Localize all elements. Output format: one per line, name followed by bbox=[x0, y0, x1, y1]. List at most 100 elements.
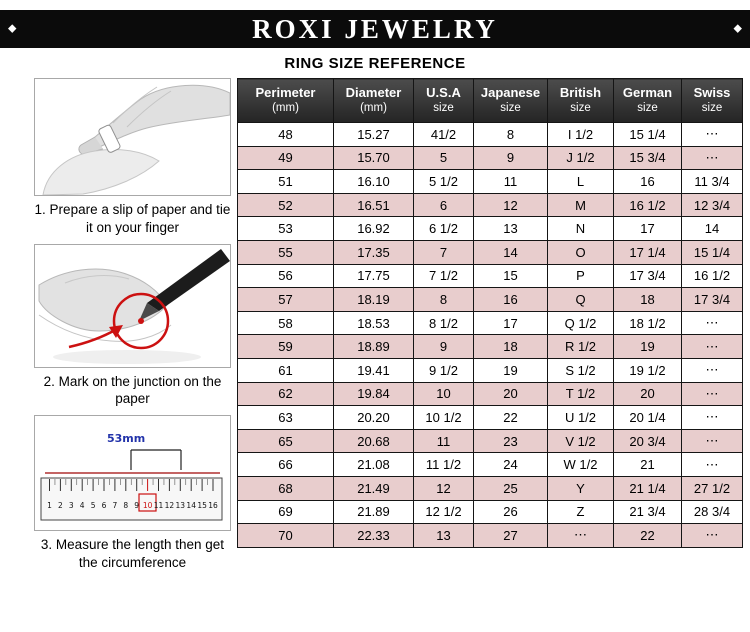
table-cell: 15 1/4 bbox=[613, 122, 682, 147]
table-cell: 17 bbox=[613, 216, 682, 241]
ruler-53mm-label: 53mm bbox=[107, 432, 145, 445]
table-row: 63 20.20 10 1/2 22 U 1/2 20 1/4 ⋯ bbox=[237, 405, 743, 430]
table-row: 57 18.19 8 16 Q 18 17 3/4 bbox=[237, 287, 743, 312]
table-cell: 19 1/2 bbox=[613, 357, 682, 383]
table-row: 70 22.33 13 27 ⋯ 22 ⋯ bbox=[237, 523, 743, 548]
table-cell: 11 bbox=[413, 428, 474, 454]
table-cell: 8 bbox=[473, 122, 548, 147]
step-1-caption: 1. Prepare a slip of paper and tie it on… bbox=[34, 202, 231, 235]
table-cell: Z bbox=[547, 499, 614, 525]
svg-text:13: 13 bbox=[176, 501, 186, 510]
step-3-illustration: 53mm 1 2 3 4 5 6 7 8 9 10 11 12 13 14 15 16 bbox=[34, 415, 231, 532]
table-cell: 51 bbox=[237, 169, 334, 194]
table-cell: 28 3/4 bbox=[681, 499, 743, 525]
table-cell: Q 1/2 bbox=[547, 310, 614, 336]
table-cell: 61 bbox=[237, 357, 334, 383]
table-cell: W 1/2 bbox=[547, 452, 614, 477]
ring-size-table: Perimeter (mm) Diameter (mm) U.S.A size Japane… bbox=[237, 78, 743, 548]
pen bbox=[147, 248, 230, 311]
table-cell: 16 1/2 bbox=[613, 192, 682, 218]
table-cell: 21 1/4 bbox=[613, 475, 682, 501]
table-cell: 10 bbox=[413, 381, 474, 407]
table-cell: 16 bbox=[613, 169, 682, 194]
table-row: 48 15.27 41/2 8 I 1/2 15 1/4 ⋯ bbox=[237, 122, 743, 147]
table-cell: 25 bbox=[473, 475, 548, 501]
table-cell: 27 1/2 bbox=[681, 475, 743, 501]
table-cell: 15.70 bbox=[333, 145, 414, 171]
table-cell: ⋯ bbox=[681, 334, 743, 359]
table-cell: 22 bbox=[613, 523, 682, 548]
table-cell: ⋯ bbox=[681, 357, 743, 383]
table-cell: 65 bbox=[237, 428, 334, 454]
table-cell: T 1/2 bbox=[547, 381, 614, 407]
table-cell: 13 bbox=[473, 216, 548, 241]
table-cell: 19.41 bbox=[333, 357, 414, 383]
table-cell: 18 bbox=[613, 287, 682, 312]
column-header: Perimeter (mm) bbox=[237, 78, 334, 123]
table-cell: ⋯ bbox=[681, 381, 743, 407]
ruler-illustration: 53mm 1 2 3 4 5 6 7 8 9 10 11 12 13 14 15 16 bbox=[35, 416, 230, 531]
table-cell: ⋯ bbox=[681, 310, 743, 336]
step-2-caption: 2. Mark on the junction on the paper bbox=[43, 373, 222, 407]
table-row: 65 20.68 11 23 V 1/2 20 3/4 ⋯ bbox=[237, 428, 743, 454]
table-cell: 9 bbox=[413, 334, 474, 359]
diamond-icon: ◆ bbox=[8, 22, 17, 35]
svg-text:15: 15 bbox=[197, 501, 207, 510]
table-cell: 5 bbox=[413, 145, 474, 171]
table-cell: 55 bbox=[237, 239, 334, 265]
table-cell: O bbox=[547, 239, 614, 265]
table-cell: 9 1/2 bbox=[413, 357, 474, 383]
table-cell: U 1/2 bbox=[547, 405, 614, 430]
table-cell: 9 bbox=[473, 145, 548, 171]
table-cell: 21.08 bbox=[333, 452, 414, 477]
table-cell: ⋯ bbox=[681, 405, 743, 430]
table-cell: ⋯ bbox=[681, 122, 743, 147]
table-row: 59 18.89 9 18 R 1/2 19 ⋯ bbox=[237, 334, 743, 359]
table-cell: 19.84 bbox=[333, 381, 414, 407]
table-cell: 14 bbox=[681, 216, 743, 241]
hands-tying-paper-illustration bbox=[35, 79, 230, 195]
table-header-row: Perimeter (mm) Diameter (mm) U.S.A size Japane… bbox=[237, 78, 743, 123]
table-cell: S 1/2 bbox=[547, 357, 614, 383]
table-cell: M bbox=[547, 192, 614, 218]
table-cell: 15 1/4 bbox=[681, 239, 743, 265]
content: 1. Prepare a slip of paper and tie it on… bbox=[0, 78, 750, 579]
table-row: 51 16.10 5 1/2 11 L 16 11 3/4 bbox=[237, 169, 743, 194]
table-row: 61 19.41 9 1/2 19 S 1/2 19 1/2 ⋯ bbox=[237, 357, 743, 383]
table-cell: 5 1/2 bbox=[413, 169, 474, 194]
table-cell: 62 bbox=[237, 381, 334, 407]
table-cell: 19 bbox=[473, 357, 548, 383]
table-cell: L bbox=[547, 169, 614, 194]
table-cell: 24 bbox=[473, 452, 548, 477]
svg-text:1: 1 bbox=[47, 501, 52, 510]
table-cell: 17.75 bbox=[333, 263, 414, 289]
table-cell: 59 bbox=[237, 334, 334, 359]
table-cell: 58 bbox=[237, 310, 334, 336]
table-cell: 20.68 bbox=[333, 428, 414, 454]
table-cell: Y bbox=[547, 475, 614, 501]
step-2: 2. Mark on the junction on the paper bbox=[34, 243, 231, 409]
table-row: 62 19.84 10 20 T 1/2 20 ⋯ bbox=[237, 381, 743, 407]
svg-text:2: 2 bbox=[58, 501, 63, 510]
table-cell: 21.49 bbox=[333, 475, 414, 501]
table-cell: 11 1/2 bbox=[413, 452, 474, 477]
svg-text:6: 6 bbox=[102, 501, 107, 510]
column-header: Diameter (mm) bbox=[333, 78, 414, 123]
table-cell: 6 bbox=[413, 192, 474, 218]
table-cell: 22 bbox=[473, 405, 548, 430]
table-cell: 15 3/4 bbox=[613, 145, 682, 171]
table-cell: 16.51 bbox=[333, 192, 414, 218]
table-cell: 21.89 bbox=[333, 499, 414, 525]
table-cell: 18.53 bbox=[333, 310, 414, 336]
table-cell: 23 bbox=[473, 428, 548, 454]
table-cell: 15.27 bbox=[333, 122, 414, 147]
table-cell: 12 3/4 bbox=[681, 192, 743, 218]
table-cell: 66 bbox=[237, 452, 334, 477]
table-cell: J 1/2 bbox=[547, 145, 614, 171]
table-cell: 27 bbox=[473, 523, 548, 548]
svg-text:14: 14 bbox=[186, 501, 196, 510]
table-cell: 48 bbox=[237, 122, 334, 147]
table-cell: 17 1/4 bbox=[613, 239, 682, 265]
table-cell: 69 bbox=[237, 499, 334, 525]
table-cell: 7 bbox=[413, 239, 474, 265]
